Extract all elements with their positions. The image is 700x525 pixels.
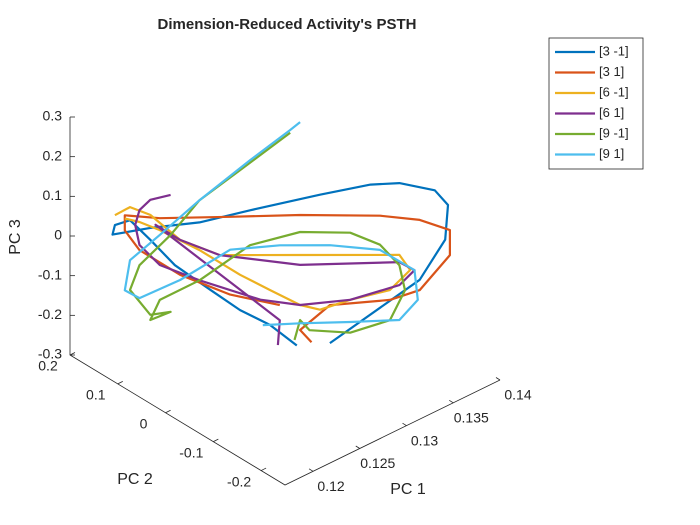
y-axis-label: PC 2 [117, 471, 153, 488]
chart-title: Dimension-Reduced Activity's PSTH [158, 16, 417, 33]
z-tick-label: 0.1 [43, 187, 63, 203]
x-tick [495, 377, 501, 381]
y-tick-label: 0.2 [38, 358, 58, 374]
y-tick-label: 0.1 [86, 387, 106, 403]
z-tick-label: -0.2 [38, 306, 62, 322]
z-tick-label: 0.2 [43, 147, 63, 163]
y-tick-label: -0.1 [179, 444, 203, 460]
y-tick [213, 438, 219, 443]
series-line [111, 182, 450, 347]
x-tick-label: 0.12 [317, 478, 344, 494]
y-tick [117, 381, 123, 385]
x-tick-label: 0.135 [454, 410, 489, 426]
z-axis-label: PC 3 [7, 219, 24, 255]
x-tick [402, 422, 407, 426]
x-axis-label: PC 1 [390, 481, 426, 498]
legend-box [548, 37, 644, 170]
z-tick-label: 0.3 [43, 108, 63, 124]
series-line [128, 131, 407, 341]
z-tick-label: 0 [54, 227, 62, 243]
y-tick [165, 409, 171, 414]
x-tick [449, 399, 454, 404]
x-tick-label: 0.14 [504, 387, 531, 403]
legend-label: [9 -1] [599, 125, 629, 140]
legend-label: [3 1] [599, 64, 624, 79]
x-tick-label: 0.13 [411, 432, 438, 448]
x-tick [355, 445, 360, 449]
y-tick-label: 0 [140, 415, 148, 431]
x-tick [308, 468, 314, 472]
legend-label: [6 1] [599, 105, 624, 120]
y-tick [69, 352, 76, 356]
z-tick-label: -0.3 [38, 346, 62, 362]
z-tick-label: -0.1 [38, 266, 62, 282]
series-line [123, 121, 419, 327]
legend-label: [9 1] [599, 146, 624, 161]
series-line [123, 213, 451, 343]
legend-label: [3 -1] [599, 43, 629, 58]
x-tick-label: 0.125 [360, 455, 395, 471]
series-line [134, 193, 416, 346]
y-tick [260, 467, 267, 471]
y-tick-label: -0.2 [227, 473, 251, 489]
axis-line [69, 117, 501, 486]
legend-label: [6 -1] [599, 84, 629, 99]
